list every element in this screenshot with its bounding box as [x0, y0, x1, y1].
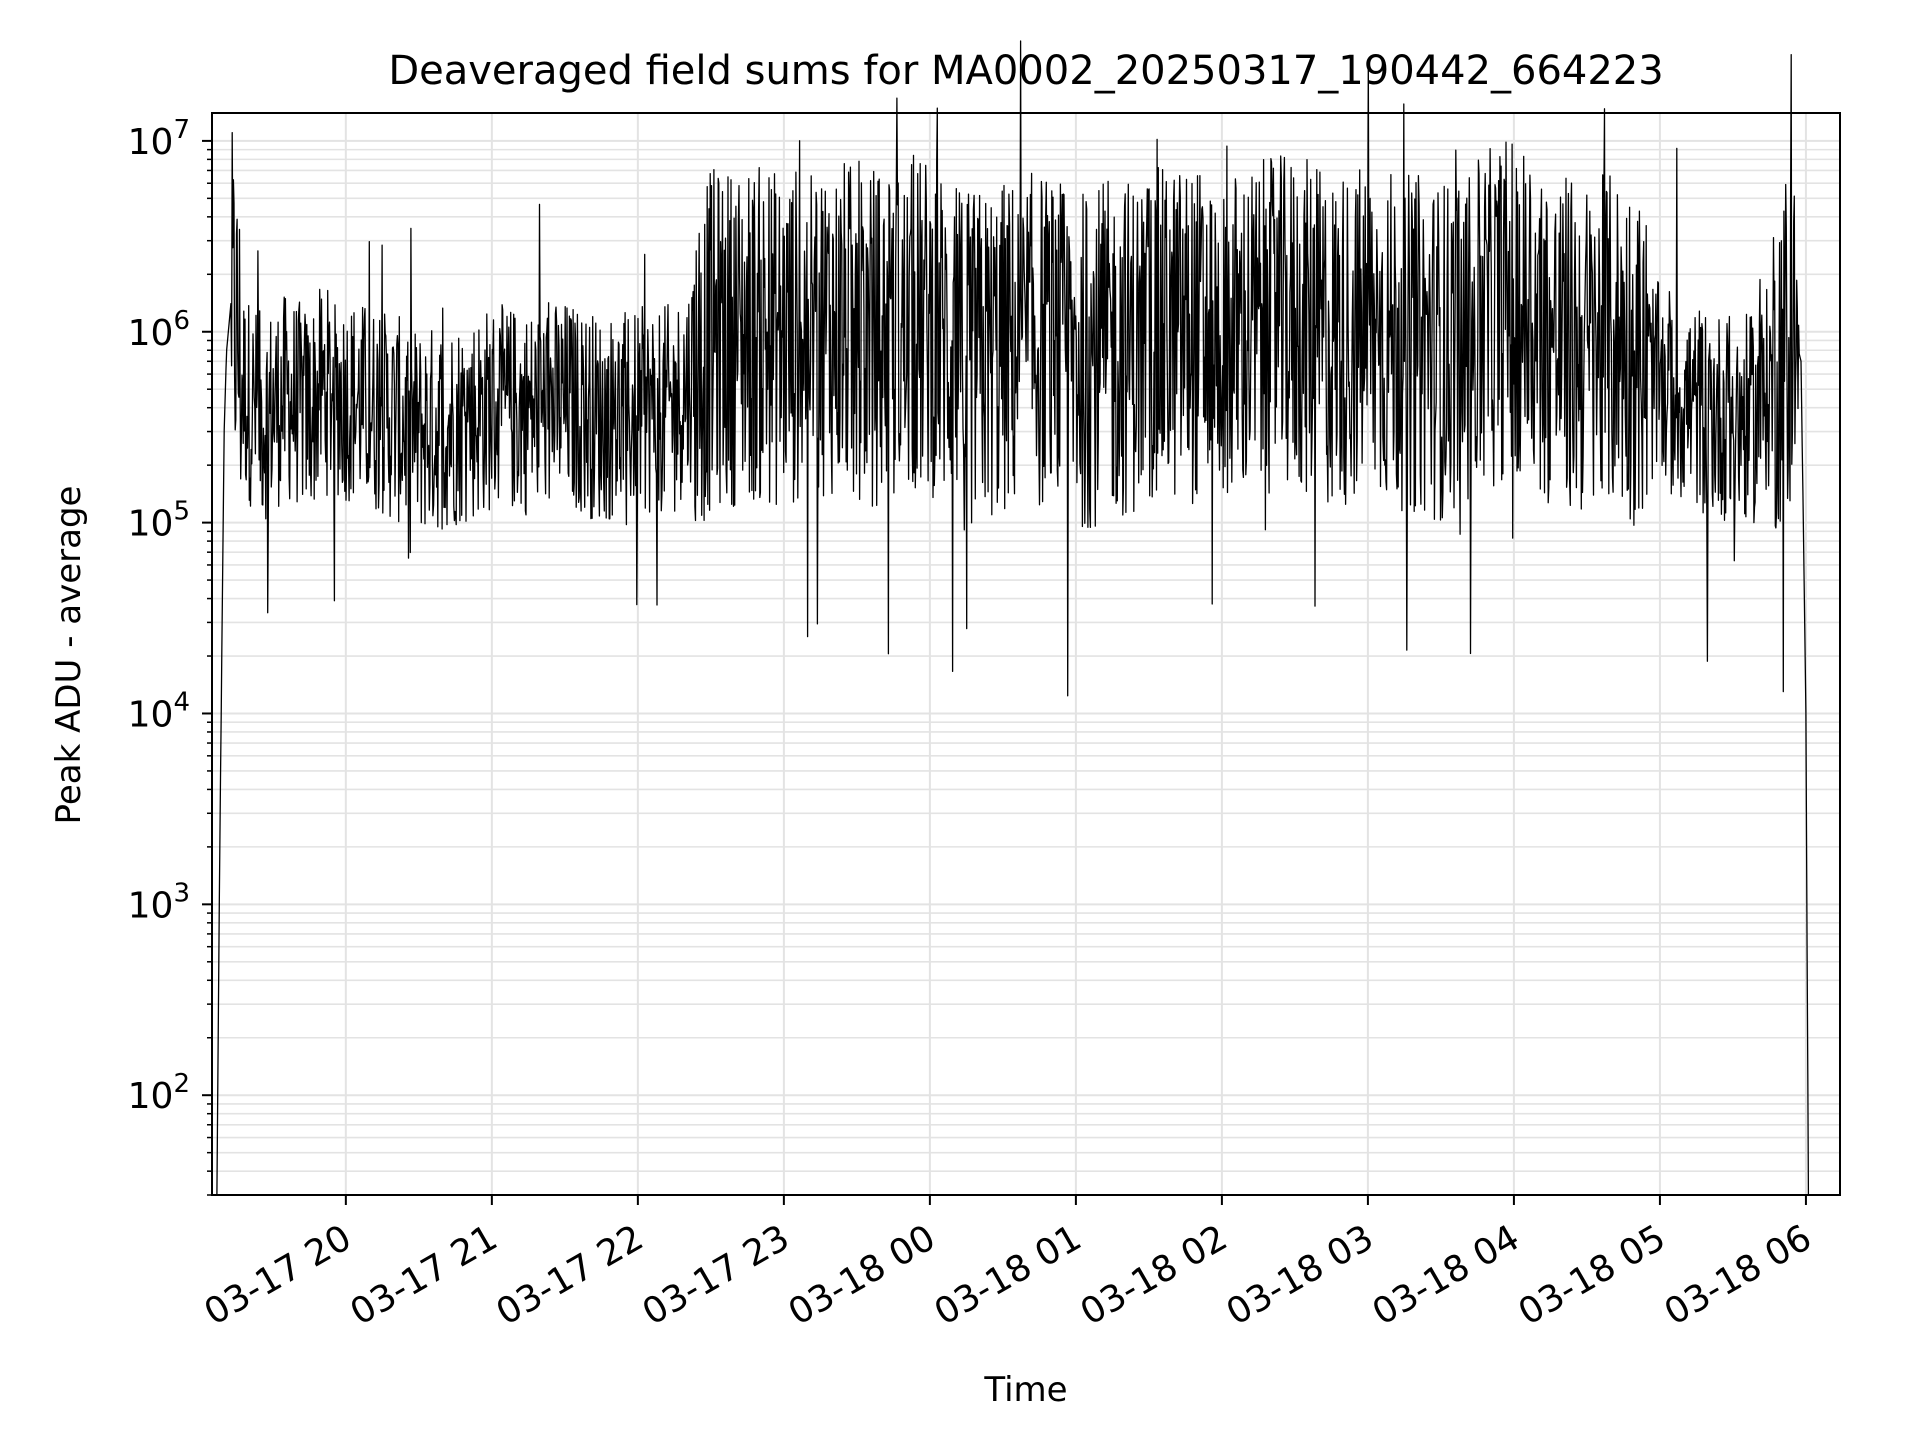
y-axis: 102 103 104 105 106 107: [128, 115, 212, 1196]
x-tick-label: 03-18 06: [1658, 1217, 1819, 1333]
x-tick-label: 03-18 02: [1074, 1217, 1235, 1333]
y-tick-label: 105: [128, 497, 190, 545]
y-tick-label: 103: [128, 878, 190, 926]
x-tick-label: 03-17 21: [344, 1217, 505, 1333]
x-tick-label: 03-17 23: [636, 1217, 797, 1333]
grid-lines: [212, 113, 1840, 1196]
x-tick-label: 03-18 04: [1366, 1217, 1527, 1333]
x-tick-label: 03-18 05: [1512, 1217, 1673, 1333]
x-axis-label: Time: [983, 1370, 1067, 1410]
x-tick-label: 03-17 22: [490, 1217, 651, 1333]
x-tick-label: 03-18 01: [928, 1217, 1089, 1333]
y-tick-label: 102: [128, 1069, 190, 1117]
series-line: [216, 40, 1810, 1196]
x-tick-label: 03-17 20: [198, 1217, 359, 1333]
chart-title: Deaveraged field sums for MA0002_2025031…: [388, 48, 1663, 94]
y-tick-label: 104: [128, 687, 190, 735]
y-axis-label: Peak ADU - average: [49, 486, 89, 825]
y-tick-label: 107: [128, 115, 190, 163]
series-layer: [216, 40, 1810, 1196]
y-tick-label: 106: [128, 306, 190, 354]
x-tick-label: 03-18 00: [782, 1217, 943, 1333]
x-tick-label: 03-18 03: [1220, 1217, 1381, 1333]
plot-frame: [211, 112, 1841, 1196]
